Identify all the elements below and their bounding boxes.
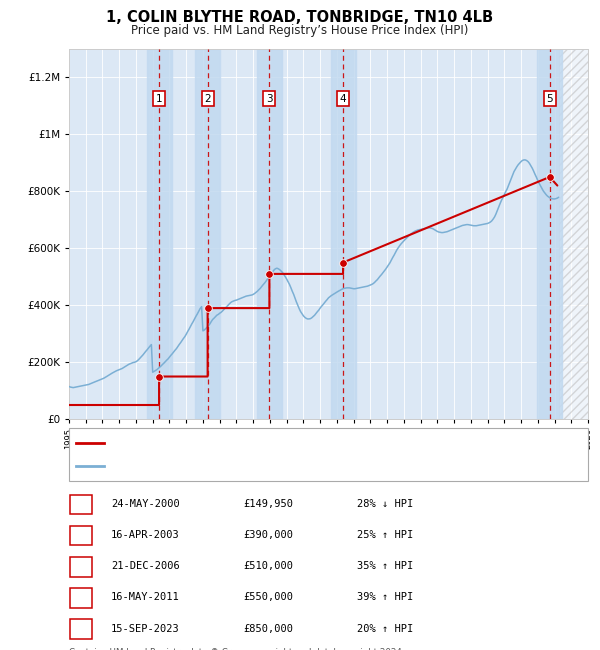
Text: 28% ↓ HPI: 28% ↓ HPI [357,499,413,509]
Text: 3: 3 [77,561,85,571]
Bar [331,49,356,419]
Bar [195,49,220,419]
Text: 1: 1 [156,94,163,104]
Text: £510,000: £510,000 [243,561,293,571]
Text: £149,950: £149,950 [243,499,293,509]
Text: 5: 5 [547,94,553,104]
Text: 1, COLIN BLYTHE ROAD, TONBRIDGE, TN10 4LB (detached house): 1, COLIN BLYTHE ROAD, TONBRIDGE, TN10 4L… [108,437,434,448]
Text: 3: 3 [266,94,273,104]
Bar [146,49,172,419]
Bar [537,49,562,419]
Text: 1, COLIN BLYTHE ROAD, TONBRIDGE, TN10 4LB: 1, COLIN BLYTHE ROAD, TONBRIDGE, TN10 4L… [106,10,494,25]
Text: 21-DEC-2006: 21-DEC-2006 [111,561,180,571]
Text: HPI: Average price, detached house, Tonbridge and Malling: HPI: Average price, detached house, Tonb… [108,461,403,471]
Text: 25% ↑ HPI: 25% ↑ HPI [357,530,413,540]
Text: 2: 2 [77,530,85,540]
Text: Price paid vs. HM Land Registry’s House Price Index (HPI): Price paid vs. HM Land Registry’s House … [131,24,469,37]
Text: 16-APR-2003: 16-APR-2003 [111,530,180,540]
Text: 16-MAY-2011: 16-MAY-2011 [111,592,180,603]
Text: Contains HM Land Registry data © Crown copyright and database right 2024.
This d: Contains HM Land Registry data © Crown c… [69,648,404,650]
Text: 24-MAY-2000: 24-MAY-2000 [111,499,180,509]
Bar [257,49,282,419]
Bar [559,49,588,419]
Text: 15-SEP-2023: 15-SEP-2023 [111,623,180,634]
Text: 20% ↑ HPI: 20% ↑ HPI [357,623,413,634]
Text: £390,000: £390,000 [243,530,293,540]
Text: £550,000: £550,000 [243,592,293,603]
Text: 4: 4 [77,592,85,603]
Text: 2: 2 [205,94,211,104]
Text: 1: 1 [77,499,85,509]
Text: 4: 4 [340,94,346,104]
Text: 39% ↑ HPI: 39% ↑ HPI [357,592,413,603]
Text: £850,000: £850,000 [243,623,293,634]
Text: 5: 5 [77,623,85,634]
Text: 35% ↑ HPI: 35% ↑ HPI [357,561,413,571]
